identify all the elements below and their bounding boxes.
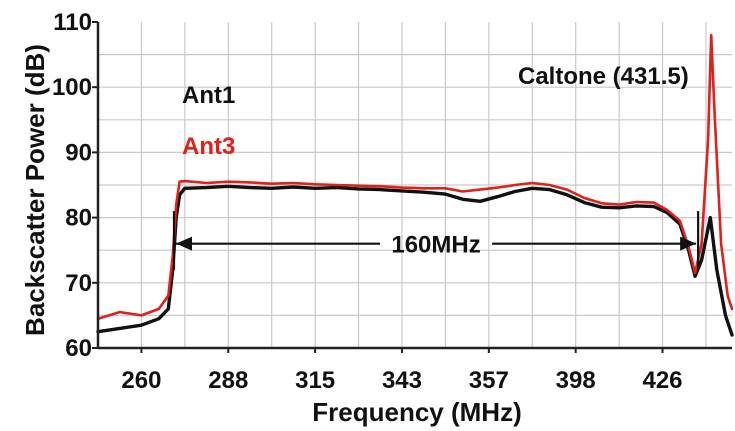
x-tick-label: 357 [469,367,509,394]
y-tick-label: 110 [53,9,92,36]
y-tick-label: 60 [65,335,92,362]
x-tick-label: 260 [121,367,161,394]
axes: 60 70 80 90 100 110 260 288 315 343 357 398 426 [52,9,732,394]
annotations: 160MHz [172,211,700,270]
arrowhead-right [680,236,697,251]
y-axis-title: Backscatter Power (dB) [20,44,50,336]
y-tick-label: 100 [52,74,92,101]
arrowhead-left [175,236,192,251]
bandwidth-label: 160MHz [391,232,480,259]
y-tick-label: 80 [65,205,92,232]
x-tick-label: 398 [556,367,596,394]
x-tick-label: 315 [295,367,335,394]
series-layer [96,33,734,337]
legend-entry-ant1: Ant1 [182,82,235,109]
x-tick-label: 288 [208,367,248,394]
y-tick-label: 70 [65,270,92,297]
x-axis-title: Frequency (MHz) [312,397,521,427]
series-line-ant3 [96,33,734,320]
caltone-label: Caltone (431.5) [518,63,689,90]
x-tick-label: 426 [642,367,682,394]
grid [98,22,732,348]
x-tick-label: 343 [382,367,422,394]
legend-entry-ant3: Ant3 [182,133,235,160]
y-tick-label: 90 [65,139,92,166]
